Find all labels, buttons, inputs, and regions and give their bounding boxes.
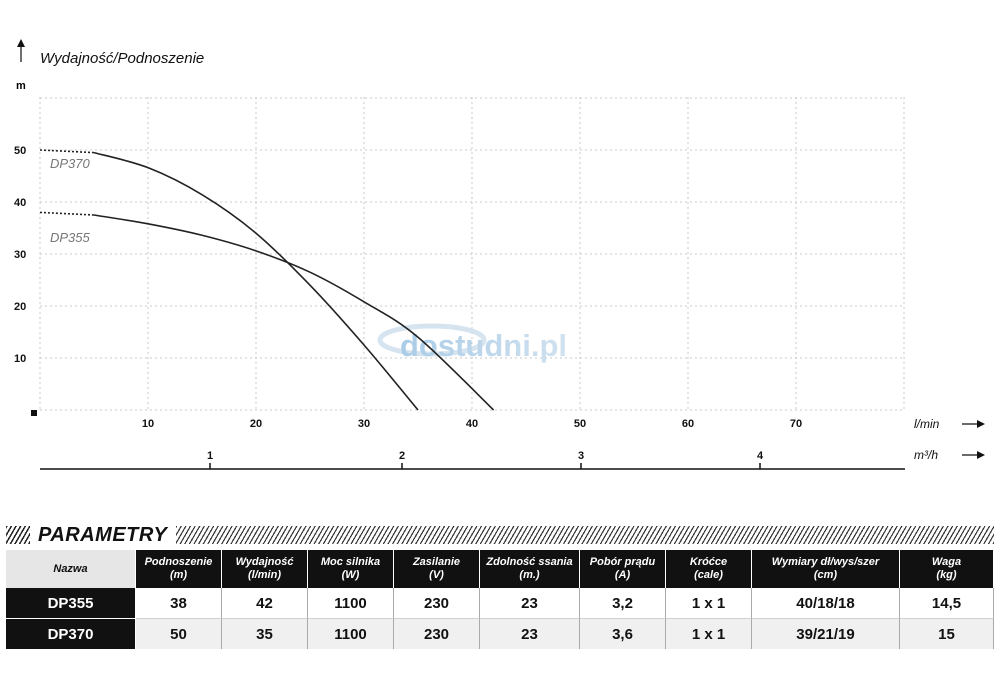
x-tick-label: 30 [358, 418, 370, 430]
header-unit: (m) [169, 569, 188, 581]
header-label: Waga [931, 556, 962, 568]
x-tick-label: 40 [466, 418, 478, 430]
header-unit: (V) [429, 569, 444, 581]
header-label: Zdolność ssania [486, 556, 573, 568]
secondary-tick-label: 2 [399, 450, 405, 462]
table-cell: 230 [394, 619, 480, 649]
header-label: Wymiary dł/wys/szer [771, 556, 880, 568]
hatch-decoration-right [176, 526, 994, 544]
x-axis-arrow-icon [962, 420, 985, 428]
table-cell: 1100 [308, 588, 394, 619]
secondary-axis-ticks: 1 2 3 4 [207, 450, 764, 469]
params-header: PARAMETRY [6, 522, 994, 548]
table-cell: 230 [394, 588, 480, 619]
table-cell: 1 x 1 [666, 619, 752, 649]
header-cell: Moc silnika (W) [308, 550, 394, 588]
grid [39, 97, 905, 411]
watermark-swoosh [377, 323, 487, 357]
y-tick-label: 20 [14, 301, 26, 313]
table-cell: 39/21/19 [752, 619, 900, 649]
header-cell: Zasilanie (V) [394, 550, 480, 588]
secondary-tick-label: 4 [757, 450, 764, 462]
series-label-dp355: DP355 [50, 230, 91, 245]
params-table: Nazwa Podnoszenie (m) Wydajność (l/min) Moc s… [6, 550, 994, 649]
y-tick-label: 50 [14, 145, 26, 157]
table-row: DP355 38 42 1100 230 23 3,2 1 x 1 40/18/18 14,5 [6, 588, 994, 619]
table-cell: 42 [222, 588, 308, 619]
header-cell: Wydajność (l/min) [222, 550, 308, 588]
series-label-dp370: DP370 [50, 156, 91, 171]
series-line-dashed-dp355 [39, 211, 95, 216]
table-cell: 35 [222, 619, 308, 649]
header-cell: Wymiary dł/wys/szer (cm) [752, 550, 900, 588]
params-title: PARAMETRY [34, 522, 176, 548]
chart-title: Wydajność/Podnoszenie [40, 50, 204, 67]
secondary-axis-arrow-icon [962, 451, 985, 459]
header-unit: (W) [341, 569, 360, 581]
secondary-axis-unit: m³/h [914, 448, 938, 462]
header-cell: Zdolność ssania (m.) [480, 550, 580, 588]
table-cell: 23 [480, 588, 580, 619]
series: DP370 DP355 [39, 149, 495, 411]
origin-marker [31, 410, 37, 416]
table-cell: 38 [136, 588, 222, 619]
header-nazwa: Nazwa [6, 550, 136, 588]
header-label: Pobór prądu [589, 556, 656, 568]
x-tick-label: 70 [790, 418, 802, 430]
header-unit: (cale) [694, 569, 723, 581]
x-axis-unit: l/min [914, 417, 940, 431]
header-unit: (kg) [936, 569, 957, 581]
table-cell: 1100 [308, 619, 394, 649]
model-name-cell: DP355 [6, 588, 136, 619]
table-cell: 15 [900, 619, 994, 649]
header-label: Podnoszenie [144, 556, 213, 568]
secondary-tick-label: 3 [578, 450, 584, 462]
secondary-tick-label: 1 [207, 450, 213, 462]
params-header-row: Nazwa Podnoszenie (m) Wydajność (l/min) Moc s… [6, 550, 994, 588]
performance-chart: Wydajność/Podnoszenie m 10 20 30 40 50 10 20 3… [14, 39, 985, 470]
hatch-decoration-left [6, 526, 30, 544]
series-line-dp370 [93, 151, 419, 411]
header-label: Nazwa [53, 562, 88, 575]
header-label: Moc silnika [320, 556, 381, 568]
header-unit: (m.) [519, 569, 540, 581]
x-tick-label: 10 [142, 418, 154, 430]
y-axis-ticks: 10 20 30 40 50 [14, 145, 26, 365]
header-cell: Podnoszenie (m) [136, 550, 222, 588]
series-line-dp355 [93, 214, 495, 411]
header-cell: Waga (kg) [900, 550, 994, 588]
table-cell: 3,2 [580, 588, 666, 619]
header-label: Króćce [689, 556, 728, 568]
y-axis-unit: m [16, 80, 26, 92]
table-row: DP370 50 35 1100 230 23 3,6 1 x 1 39/21/19 15 [6, 619, 994, 649]
header-unit: (l/min) [248, 569, 281, 581]
table-cell: 50 [136, 619, 222, 649]
watermark-text: dostudni.pl [400, 328, 567, 363]
y-tick-label: 30 [14, 249, 26, 261]
header-unit: (cm) [813, 569, 838, 581]
header-unit: (A) [614, 569, 631, 581]
x-tick-label: 20 [250, 418, 262, 430]
x-tick-label: 60 [682, 418, 694, 430]
x-tick-label: 50 [574, 418, 586, 430]
table-cell: 3,6 [580, 619, 666, 649]
x-axis-ticks: 10 20 30 40 50 60 70 [142, 418, 802, 430]
header-label: Zasilanie [412, 556, 461, 568]
header-cell: Pobór prądu (A) [580, 550, 666, 588]
y-axis-arrow-icon [17, 39, 25, 62]
table-cell: 40/18/18 [752, 588, 900, 619]
watermark: dostudni.pl [377, 323, 567, 363]
table-cell: 23 [480, 619, 580, 649]
table-cell: 1 x 1 [666, 588, 752, 619]
y-tick-label: 40 [14, 197, 26, 209]
y-tick-label: 10 [14, 353, 26, 365]
header-label: Wydajność [235, 556, 294, 568]
model-name-cell: DP370 [6, 619, 136, 649]
header-cell: Króćce (cale) [666, 550, 752, 588]
table-cell: 14,5 [900, 588, 994, 619]
